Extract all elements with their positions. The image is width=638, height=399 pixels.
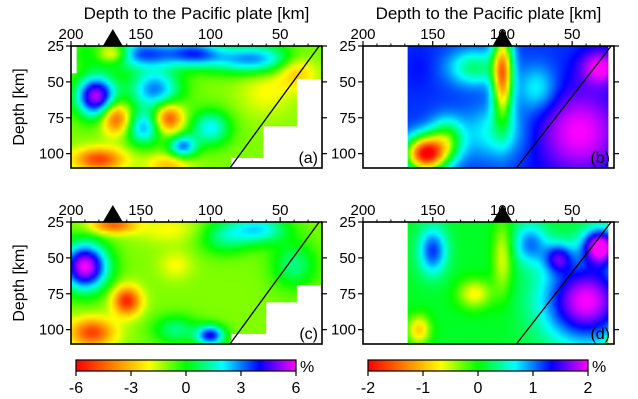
y-tick-label: 100 <box>331 322 356 339</box>
x-tick-label: 100 <box>198 26 223 43</box>
colorbar-2: -2 -1 0 1 2% <box>361 359 606 397</box>
colorbar-tick-label: -1 <box>416 380 430 397</box>
panel-label: (b) <box>590 150 610 167</box>
x-tick-label: 200 <box>58 26 83 43</box>
blank-region <box>296 79 322 168</box>
slab-line <box>515 45 612 169</box>
panel-label: (c) <box>299 326 318 343</box>
colorbar-tick-label: 3 <box>237 380 246 397</box>
x-tick-label: 100 <box>198 202 223 219</box>
y-tick-label: 75 <box>339 286 356 303</box>
y-tick-label: 25 <box>339 214 356 231</box>
volcano-icon <box>492 205 513 222</box>
x-tick-label: 150 <box>420 202 445 219</box>
colorbar-gradient <box>368 360 588 371</box>
slab-line <box>515 221 612 345</box>
volcano-icon <box>102 205 123 222</box>
x-tick-label: 50 <box>272 202 289 219</box>
volcano-icon <box>492 29 513 46</box>
y-axis-label: Depth [km] <box>11 68 28 145</box>
blank-region <box>71 46 77 74</box>
colorbar-1: -6 -3 0 3 6% <box>69 359 314 397</box>
colorbar-tick-label: 0 <box>474 380 483 397</box>
panel-a: 200 150 100 50 25 50 75 100 Depth to the Pacific… <box>11 4 327 169</box>
colorbar-unit: % <box>592 359 606 376</box>
y-tick-label: 50 <box>339 74 356 91</box>
y-tick-label: 25 <box>47 38 64 55</box>
x-tick-label: 200 <box>58 202 83 219</box>
y-tick-label: 75 <box>47 110 64 127</box>
blank-region <box>363 222 408 344</box>
y-tick-label: 25 <box>339 38 356 55</box>
panel-c: 200 150 100 50 25 50 75 100 Depth [km] (c) <box>11 202 327 345</box>
slab-line <box>229 45 320 169</box>
colorbar-unit: % <box>300 359 314 376</box>
x-tick-label: 150 <box>128 26 153 43</box>
y-tick-label: 50 <box>47 250 64 267</box>
top-axis-title: Depth to the Pacific plate [km] <box>84 4 310 23</box>
panel-label: (a) <box>298 150 318 167</box>
colorbar-gradient <box>76 360 296 371</box>
colorbar-tick-label: 1 <box>529 380 538 397</box>
x-tick-label: 200 <box>350 202 375 219</box>
colorbar-tick-label: 0 <box>182 380 191 397</box>
y-tick-label: 75 <box>339 110 356 127</box>
blank-region <box>363 46 408 168</box>
x-tick-label: 50 <box>564 26 581 43</box>
blank-region <box>296 285 322 344</box>
y-axis-label: Depth [km] <box>11 244 28 321</box>
slab-line <box>229 221 320 345</box>
x-tick-label: 50 <box>272 26 289 43</box>
y-tick-label: 100 <box>39 322 64 339</box>
x-tick-label: 150 <box>128 202 153 219</box>
y-tick-label: 25 <box>47 214 64 231</box>
x-tick-label: 200 <box>350 26 375 43</box>
panel-label: (d) <box>590 326 610 343</box>
colorbar-tick-label: -2 <box>361 380 375 397</box>
x-tick-label: 150 <box>420 26 445 43</box>
colorbar-tick-label: -6 <box>69 380 83 397</box>
y-tick-label: 50 <box>339 250 356 267</box>
colorbar-tick-label: 2 <box>584 380 593 397</box>
y-tick-label: 75 <box>47 286 64 303</box>
y-tick-label: 100 <box>39 146 64 163</box>
colorbar-tick-label: -3 <box>124 380 138 397</box>
y-tick-label: 100 <box>331 146 356 163</box>
x-tick-label: 50 <box>564 202 581 219</box>
volcano-icon <box>102 29 123 46</box>
blank-region <box>608 46 614 168</box>
y-tick-label: 50 <box>47 74 64 91</box>
blank-region <box>608 222 614 344</box>
top-axis-title: Depth to the Pacific plate [km] <box>376 4 602 23</box>
colorbar-tick-label: 6 <box>292 380 301 397</box>
